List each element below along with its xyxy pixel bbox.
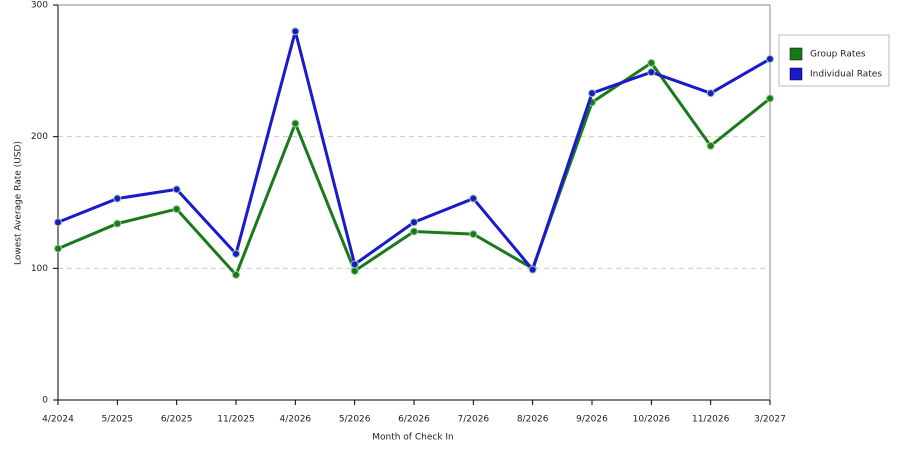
legend-swatch: [789, 67, 803, 81]
x-tick-label: 5/2026: [339, 415, 371, 425]
data-point: [766, 54, 774, 63]
x-tick-label: 7/2026: [457, 415, 489, 425]
data-point: [232, 249, 240, 258]
legend-label: Individual Rates: [810, 70, 882, 80]
data-point: [172, 185, 181, 194]
x-tick-label: 11/2025: [217, 415, 254, 425]
series-line: [57, 61, 771, 277]
data-point: [350, 260, 359, 269]
x-tick-label: 6/2025: [161, 415, 193, 425]
data-point: [291, 27, 300, 36]
x-tick-label: 11/2026: [692, 415, 730, 425]
data-point: [232, 270, 240, 279]
data-point: [172, 205, 181, 214]
y-tick-label: 100: [31, 264, 48, 274]
x-tick-label: 4/2024: [42, 415, 74, 425]
x-tick-label: 4/2026: [279, 415, 311, 425]
x-axis-label: Month of Check In: [372, 433, 454, 443]
legend-label: Group Rates: [810, 50, 866, 60]
y-tick-label: 0: [42, 396, 48, 406]
x-tick-label: 5/2025: [101, 415, 133, 425]
data-point: [54, 218, 62, 227]
data-point: [647, 58, 656, 67]
legend-swatch: [789, 47, 803, 61]
data-point: [766, 94, 774, 103]
data-point: [54, 244, 62, 253]
data-point: [469, 230, 478, 239]
data-point: [469, 194, 478, 203]
data-point: [588, 89, 596, 98]
data-point: [410, 227, 418, 236]
x-tick-label: 9/2026: [576, 415, 608, 425]
y-axis-label: Lowest Average Rate (USD): [14, 141, 24, 265]
data-point: [350, 266, 359, 275]
x-tick-label: 10/2026: [633, 415, 671, 425]
data-point: [647, 68, 656, 77]
x-tick-label: 6/2026: [398, 415, 430, 425]
y-tick-label: 200: [31, 132, 48, 142]
data-point: [410, 218, 418, 227]
data-point: [706, 89, 715, 98]
x-tick-label: 8/2026: [517, 415, 549, 425]
data-point: [528, 265, 537, 274]
data-point: [291, 119, 300, 128]
x-tick-label: 3/2027: [754, 415, 786, 425]
data-point: [113, 194, 122, 203]
data-point: [113, 219, 122, 228]
y-tick-label: 300: [31, 1, 48, 11]
data-point: [706, 141, 715, 150]
